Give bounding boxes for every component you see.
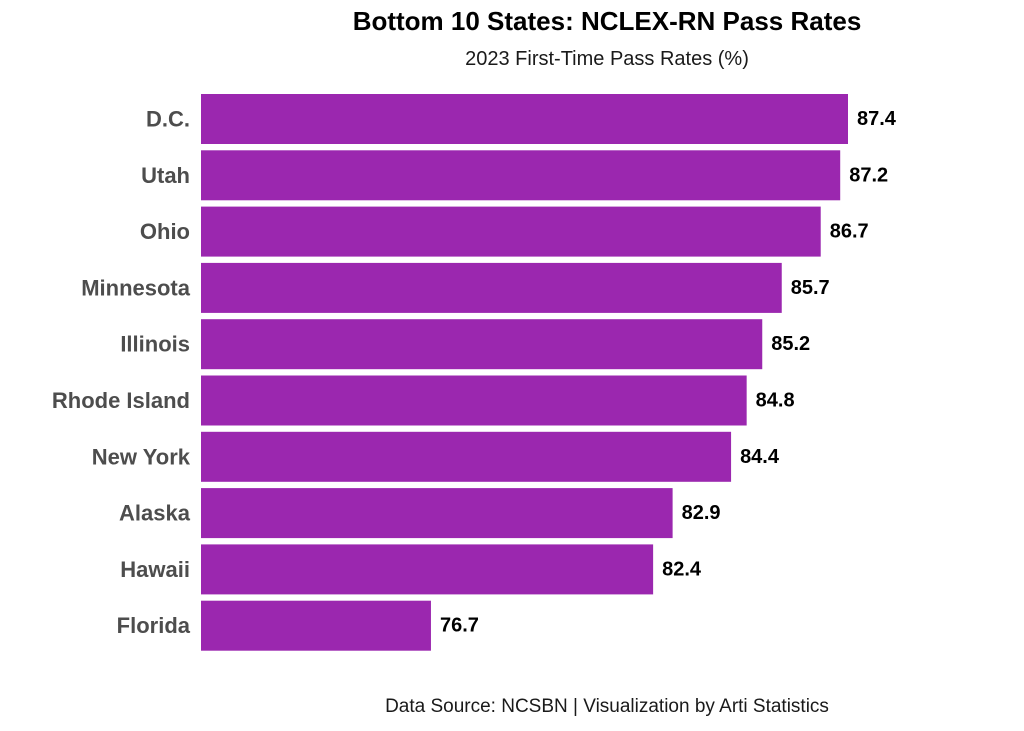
category-label: Illinois: [120, 332, 190, 357]
category-label: Hawaii: [120, 557, 190, 582]
bar-rhode-island: [201, 375, 747, 426]
value-labels: 87.4 87.2 86.7 85.7 85.2 84.8 84.4 82.9 82.4 76.7: [440, 108, 897, 637]
bar-hawaii: [201, 544, 654, 595]
value-label: 86.7: [830, 221, 869, 243]
category-label: New York: [92, 444, 191, 469]
value-label: 82.9: [682, 502, 721, 524]
value-label: 84.8: [756, 390, 795, 412]
value-label: 85.2: [771, 333, 810, 355]
bars-group: [201, 94, 848, 651]
category-label: Minnesota: [81, 275, 191, 300]
value-label: 87.4: [857, 108, 897, 130]
value-label: 84.4: [740, 446, 780, 468]
category-label: Utah: [141, 163, 190, 188]
category-label: Florida: [117, 613, 191, 638]
value-label: 85.7: [791, 277, 830, 299]
bar-florida: [201, 600, 431, 651]
chart-title: Bottom 10 States: NCLEX-RN Pass Rates: [352, 6, 862, 36]
bar-alaska: [201, 488, 673, 539]
value-label: 82.4: [662, 558, 702, 580]
bar-utah: [201, 150, 841, 201]
bar-illinois: [201, 319, 763, 370]
bar-minnesota: [201, 262, 782, 313]
category-label: Ohio: [140, 219, 190, 244]
chart-caption: Data Source: NCSBN | Visualization by Ar…: [385, 696, 829, 717]
bar-d-c: [201, 94, 848, 144]
category-label: Rhode Island: [52, 388, 190, 413]
category-label: Alaska: [119, 501, 191, 526]
bar-new-york: [201, 431, 732, 482]
category-label: D.C.: [146, 107, 190, 132]
category-labels: D.C. Utah Ohio Minnesota Illinois Rhode Islan…: [52, 107, 191, 639]
bar-ohio: [201, 206, 821, 257]
value-label: 76.7: [440, 615, 479, 637]
chart-subtitle: 2023 First-Time Pass Rates (%): [465, 48, 749, 70]
value-label: 87.2: [849, 164, 888, 186]
